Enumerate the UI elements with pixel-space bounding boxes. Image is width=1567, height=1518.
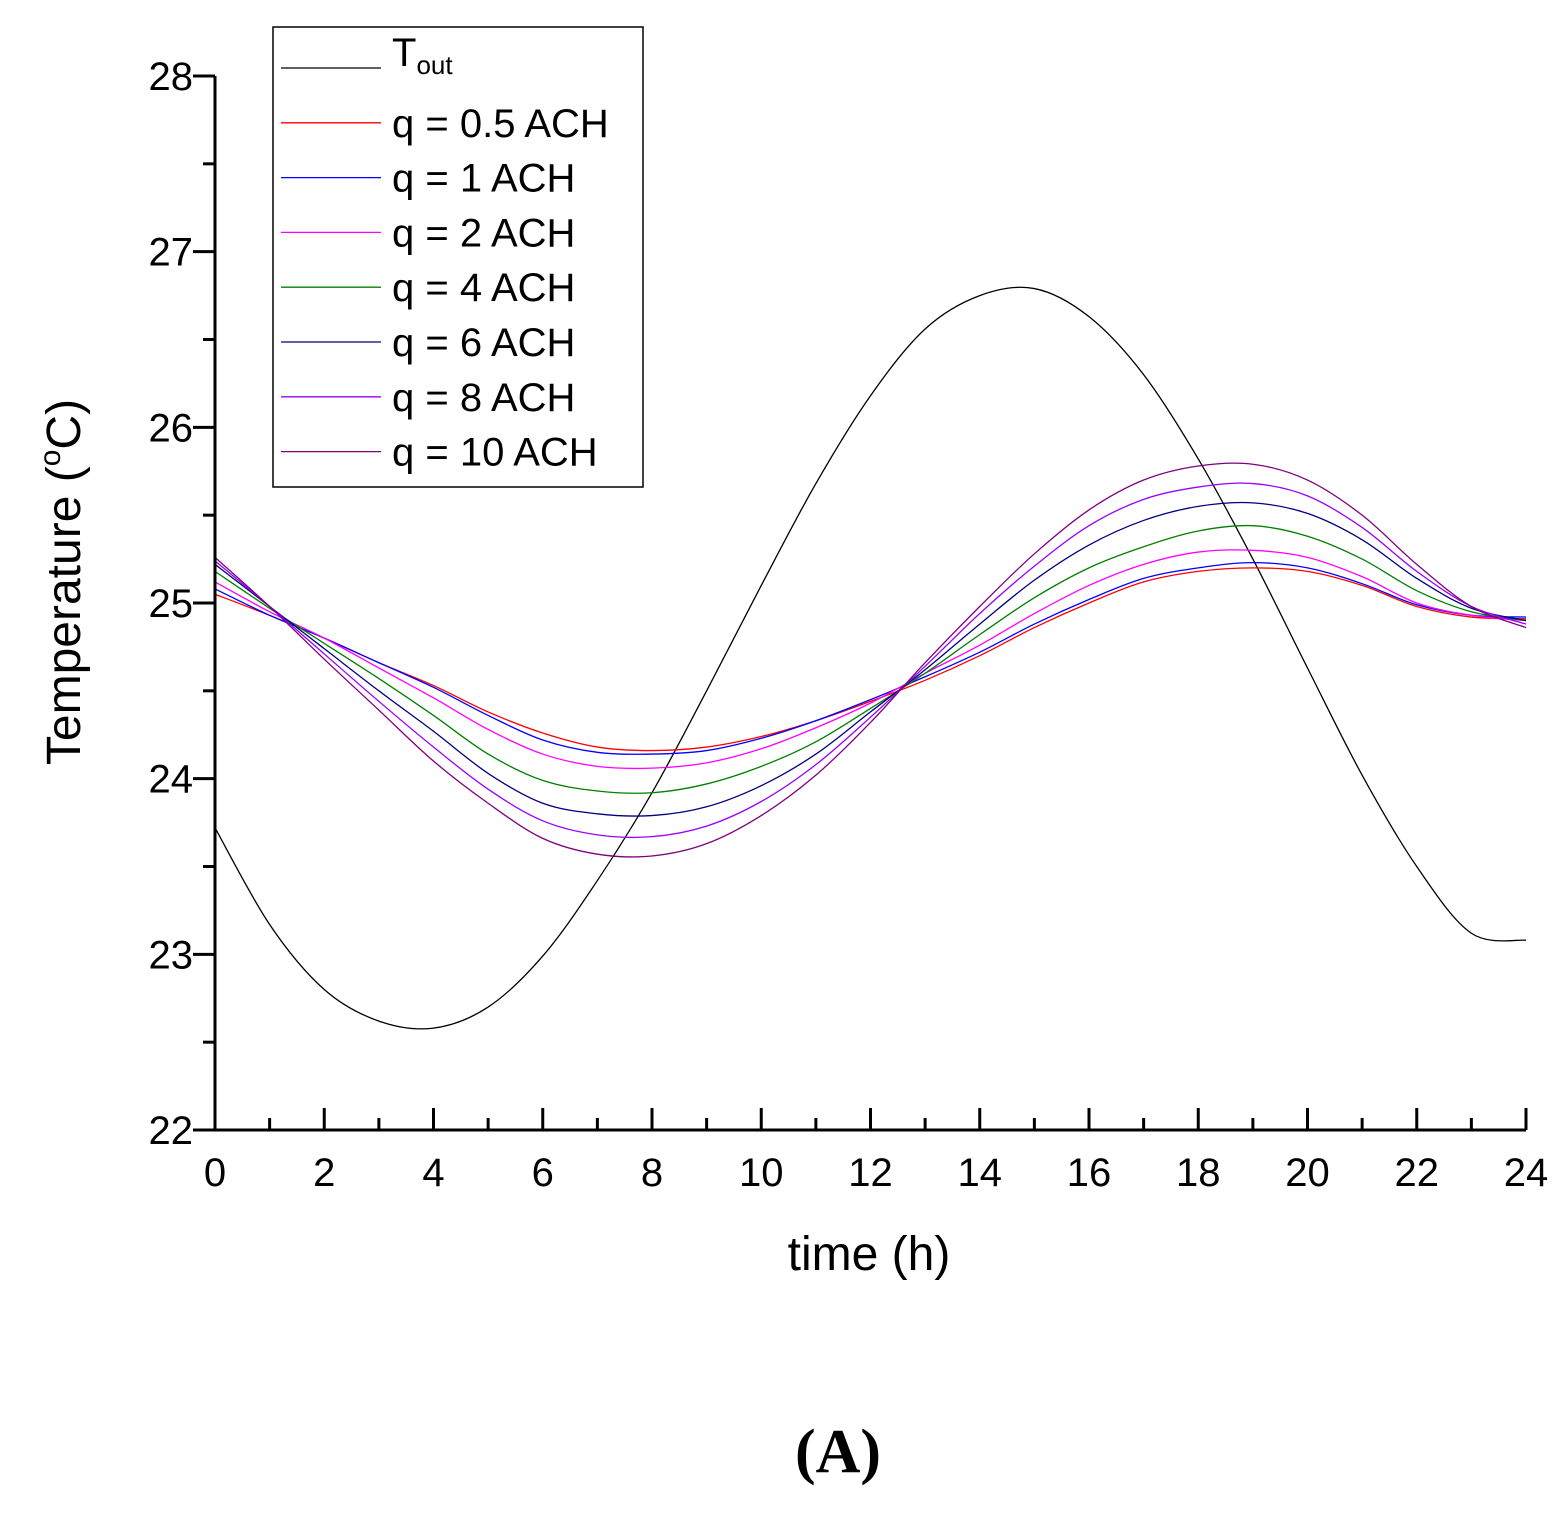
y-tick-label: 22 (149, 1109, 194, 1153)
legend-label-5: q = 6 ACH (392, 321, 575, 365)
x-tick-label: 10 (739, 1151, 784, 1195)
x-tick-label: 2 (313, 1151, 335, 1195)
legend: Tout q = 0.5 ACH q = 1 ACH q = 2 ACH q = 4 A… (272, 26, 644, 488)
legend-label-4: q = 4 ACH (392, 266, 575, 310)
legend-label-7: q = 10 ACH (392, 431, 598, 475)
y-tick-label: 26 (149, 406, 194, 450)
x-tick-label: 18 (1176, 1151, 1221, 1195)
legend-box (272, 26, 644, 488)
series-line-3 (214, 549, 1527, 770)
legend-label-sub: out (416, 50, 453, 80)
series-line-7 (214, 462, 1527, 858)
series-line-1 (214, 567, 1527, 752)
x-tick-label: 20 (1285, 1151, 1330, 1195)
x-tick-label: 24 (1504, 1151, 1549, 1195)
y-axis-title-degree: o (34, 450, 67, 467)
y-tick-label: 23 (149, 933, 194, 977)
y-axis-title: Temperature (oC) (34, 399, 91, 765)
x-tick-label: 16 (1067, 1151, 1112, 1195)
y-tick-label: 25 (149, 582, 194, 626)
x-tick-label: 8 (641, 1151, 663, 1195)
y-tick-label: 27 (149, 231, 194, 275)
panel-label: (A) (795, 1418, 881, 1486)
x-tick-label: 4 (422, 1151, 444, 1195)
x-tick-label: 12 (848, 1151, 893, 1195)
legend-label-6: q = 8 ACH (392, 376, 575, 420)
series-line-0 (214, 286, 1527, 1030)
y-axis-title-unit: C) (38, 399, 91, 450)
series-line-4 (214, 524, 1527, 794)
legend-label-3: q = 2 ACH (392, 211, 575, 255)
x-tick-label: 14 (958, 1151, 1003, 1195)
legend-label-main: T (392, 31, 416, 75)
x-tick-label: 22 (1395, 1151, 1440, 1195)
y-tick-label: 24 (149, 758, 194, 802)
x-tick-label: 6 (532, 1151, 554, 1195)
series-line-6 (214, 482, 1527, 839)
legend-label-2: q = 1 ACH (392, 157, 575, 201)
legend-label-0: Tout (392, 31, 453, 80)
y-axis-title-main: Temperature ( (38, 466, 91, 765)
legend-label-1: q = 0.5 ACH (392, 102, 609, 146)
x-tick-label: 0 (204, 1151, 226, 1195)
series-line-2 (214, 561, 1527, 755)
y-tick-label: 28 (149, 55, 194, 99)
x-axis-title: time (h) (788, 1228, 951, 1281)
series-line-5 (214, 501, 1527, 817)
series-layer (214, 286, 1527, 1030)
